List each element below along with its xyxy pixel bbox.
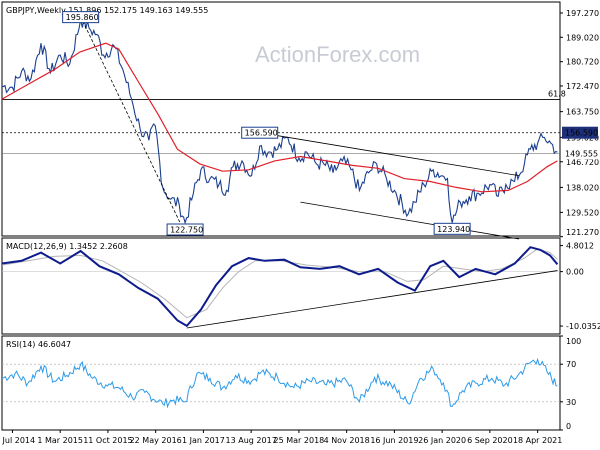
annotation-label: 122.750 — [170, 226, 203, 235]
watermark: ActionForex.com — [255, 42, 420, 67]
x-tick-label: 25 Mar 2018 — [274, 436, 325, 445]
x-tick-label: 26 Jan 2020 — [418, 436, 466, 445]
price-ytick-label: 129.520 — [566, 208, 599, 217]
price-trendline — [80, 16, 186, 234]
x-tick-label: 16 Jun 2019 — [370, 436, 418, 445]
x-tick-label: 4 Nov 2018 — [324, 436, 370, 445]
macd-ytick-label: -10.0352 — [566, 322, 600, 331]
annotation-box — [241, 126, 279, 139]
rsi-pane: 100 70 30 0 RSI(14) 46.6047 — [1, 335, 581, 431]
x-tick-label: 13 Aug 2017 — [226, 436, 277, 445]
macd-ytick-label: 0.00 — [566, 268, 584, 277]
price-trendline — [259, 132, 519, 177]
rsi-ytick-label: 70 — [566, 360, 576, 369]
annotation-box — [433, 222, 471, 235]
price-ytick-label: 138.020 — [566, 183, 599, 192]
price-ytick-label: 172.470 — [566, 82, 599, 91]
price-ytick-label: 121.270 — [566, 228, 599, 237]
macd-frame — [1, 237, 561, 335]
annotation-label: 123.940 — [437, 225, 470, 234]
x-tick-label: 1 Mar 2015 — [37, 436, 83, 445]
fib-label: 61.8 — [548, 89, 566, 98]
price-series — [1, 16, 558, 225]
price-title: GBPJPY,Weekly 151.896 152.175 149.163 14… — [6, 6, 208, 15]
macd-pane: 4.8012 0.00 -10.0352 MACD(12,26,9) 1.3452 2… — [1, 237, 600, 335]
annotation-box — [166, 223, 204, 236]
macd-title: MACD(12,26,9) 1.3452 2.2608 — [6, 242, 128, 251]
price-ytick-label: 197.270 — [566, 9, 599, 18]
level-flag-label: 156.590 — [565, 129, 598, 138]
current-price-flag — [562, 147, 598, 160]
macd-trendline — [186, 270, 558, 329]
rsi-ytick-label: 30 — [566, 398, 576, 407]
price-ytick-label: 180.720 — [566, 58, 599, 67]
moving-average-series — [1, 42, 558, 193]
macd-series — [1, 246, 559, 328]
rsi-frame — [1, 335, 561, 431]
price-pane: 197.270189.020180.720172.470163.750155.0… — [1, 1, 599, 240]
macd-signal-series — [1, 248, 558, 319]
x-tick-label: 1 Jan 2017 — [182, 436, 225, 445]
x-tick-label: 11 Oct 2015 — [83, 436, 132, 445]
price-frame — [1, 1, 561, 237]
x-tick-label: 18 Apr 2021 — [513, 436, 562, 445]
price-trendline — [300, 201, 519, 240]
x-tick-label: 6 Sep 2020 — [467, 436, 513, 445]
macd-ytick-label: 4.8012 — [566, 242, 594, 251]
rsi-title: RSI(14) 46.6047 — [6, 340, 71, 349]
rsi-series — [1, 357, 558, 409]
level-flag — [562, 126, 598, 139]
rsi-ytick-label: 100 — [566, 337, 581, 346]
annotation-label: 156.590 — [245, 129, 278, 138]
price-ytick-label: 146.720 — [566, 158, 599, 167]
price-ytick-label: 163.750 — [566, 108, 599, 117]
rsi-ytick-label: 0 — [566, 422, 571, 431]
x-tick-label: 20 Jul 2014 — [0, 436, 35, 445]
x-tick-label: 22 May 2016 — [130, 436, 182, 445]
annotation-label: 195.860 — [66, 13, 99, 22]
current-price-flag-label: 149.555 — [565, 149, 598, 158]
price-ytick-label: 189.020 — [566, 33, 599, 42]
annotation-box — [62, 11, 100, 24]
